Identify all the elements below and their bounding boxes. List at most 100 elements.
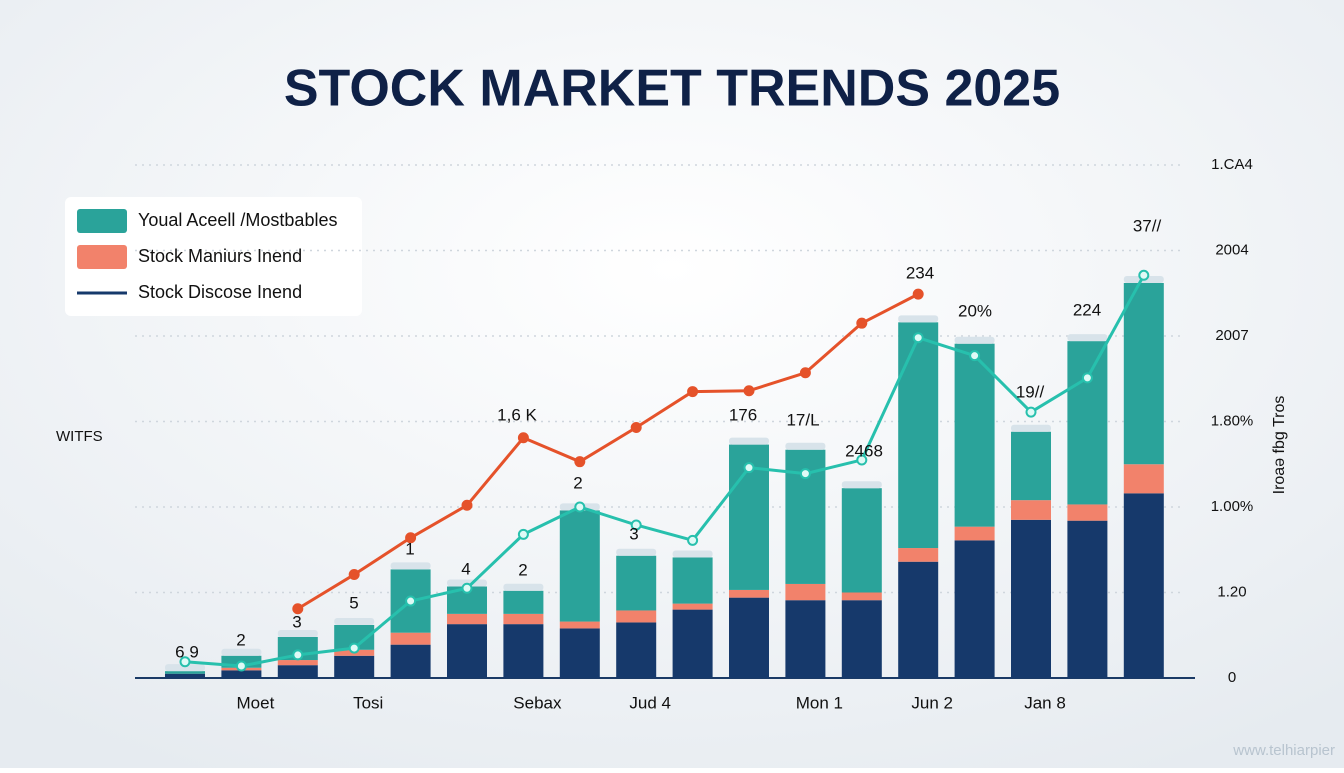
line-point [743, 385, 755, 397]
line [297, 292, 919, 611]
line-point [517, 528, 529, 540]
bar-segment [616, 555, 657, 611]
bar-cap [729, 437, 769, 445]
bar-segment [785, 600, 826, 678]
bar-segment [334, 655, 375, 678]
bar-segment [390, 632, 431, 645]
bar-segment [390, 644, 431, 678]
bar-segment [1067, 341, 1108, 505]
bar-cap [1011, 424, 1051, 432]
bar-segment [1011, 431, 1051, 501]
bar-cap [390, 562, 431, 570]
y-tick-label: 2007 [1215, 327, 1248, 344]
bar-cap [1067, 334, 1108, 342]
line-point [461, 499, 473, 511]
bar-segment [1123, 493, 1164, 678]
bar-segment [1011, 519, 1051, 678]
bar-segment [559, 510, 600, 622]
line-point [856, 454, 868, 466]
bar-segment [1123, 464, 1164, 494]
bar-segment [672, 609, 713, 678]
annotation: 2 [236, 630, 245, 649]
bar-segment [841, 488, 882, 593]
y-tick-label: 1.80% [1211, 412, 1254, 429]
x-tick-label: Moet [237, 693, 275, 712]
annotation: 2 [573, 473, 582, 492]
line-point [348, 642, 360, 654]
annotation: 224 [1073, 300, 1101, 319]
bar-segment [447, 624, 487, 678]
annotation: 5 [349, 593, 358, 612]
line-point [799, 468, 811, 480]
annotation: 19// [1016, 382, 1045, 401]
line-point [687, 534, 699, 546]
bar-segment [277, 665, 318, 678]
bar-segment [616, 622, 657, 678]
bar-segment [898, 561, 939, 678]
bar-cap [165, 664, 205, 672]
bar-segment [1067, 504, 1108, 521]
bar-cap [672, 550, 713, 558]
y-tick-label: 0 [1228, 669, 1236, 686]
bar-segment [841, 600, 882, 678]
bar-cap [503, 583, 544, 591]
line-point [630, 519, 642, 531]
line-point [235, 660, 247, 672]
line-point [405, 595, 417, 607]
line-point [912, 288, 924, 300]
bar-segment [954, 343, 995, 527]
bar-segment [165, 673, 205, 678]
x-tick-label: Jun 2 [911, 693, 953, 712]
bar-segment [672, 603, 713, 610]
annotation: 20% [958, 301, 992, 320]
bar-cap [616, 548, 657, 556]
bar-segment [785, 583, 826, 601]
line-point [969, 350, 981, 362]
annotation: 37// [1133, 216, 1162, 235]
legend-label: Stock Discose Inend [138, 282, 302, 302]
legend-box [65, 197, 362, 316]
line-point [1025, 406, 1037, 418]
line-point [630, 421, 642, 433]
x-tick-label: Jan 8 [1024, 693, 1066, 712]
bar-segment [954, 526, 995, 541]
line-point [743, 462, 755, 474]
annotation: 6 9 [175, 642, 199, 661]
line [184, 274, 1146, 668]
bar-segment [503, 613, 544, 625]
annotation: 3 [292, 612, 301, 631]
annotation: 3 [629, 524, 638, 543]
bar-cap [898, 315, 939, 323]
watermark: www.telhiarpier [1232, 742, 1335, 759]
bar-segment [1067, 520, 1108, 678]
annotation: 1,6 K [497, 405, 537, 424]
legend-swatch [77, 209, 127, 233]
x-tick-label: Sebax [513, 693, 562, 712]
bar-segment [277, 660, 318, 666]
bar-segment [559, 628, 600, 678]
annotation: 234 [906, 263, 934, 282]
bar-segment [729, 597, 769, 678]
line-point [687, 386, 699, 398]
bar-segment [503, 590, 544, 614]
bar-segment [898, 548, 939, 562]
bar-segment [898, 322, 939, 549]
line-point [405, 532, 417, 544]
line-point [574, 456, 586, 468]
line-point [348, 569, 360, 581]
y2-axis-label: Iroaə fbg Tros [1271, 396, 1288, 495]
bar-cap [954, 336, 995, 344]
x-tick-label: Tosi [353, 693, 383, 712]
bar-segment [616, 610, 657, 623]
annotation: 4 [461, 559, 470, 578]
bar-cap [221, 648, 262, 656]
line-point [179, 656, 191, 668]
bar-cap [277, 629, 318, 637]
annotation: 2 [518, 560, 527, 579]
y-tick-label: 1.00% [1211, 498, 1254, 515]
line-point [856, 317, 868, 329]
bar-segment [729, 589, 769, 598]
annotation: 176 [729, 405, 757, 424]
line-point [1138, 269, 1150, 281]
